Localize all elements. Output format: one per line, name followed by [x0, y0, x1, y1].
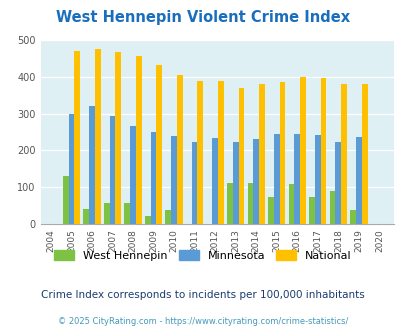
Bar [273, 134, 279, 224]
Bar [83, 209, 89, 224]
Bar [288, 184, 294, 224]
Bar [247, 182, 253, 224]
Bar [314, 135, 320, 224]
Bar [177, 75, 182, 224]
Text: Crime Index corresponds to incidents per 100,000 inhabitants: Crime Index corresponds to incidents per… [41, 290, 364, 300]
Bar [279, 82, 285, 224]
Bar [232, 142, 238, 224]
Bar [212, 138, 217, 224]
Bar [299, 77, 305, 224]
Bar [63, 176, 68, 224]
Bar [361, 83, 367, 224]
Bar [191, 142, 197, 224]
Bar [309, 197, 314, 224]
Bar [95, 49, 100, 224]
Bar [89, 106, 95, 224]
Bar [197, 81, 203, 224]
Legend: West Hennepin, Minnesota, National: West Hennepin, Minnesota, National [50, 246, 355, 265]
Bar [341, 83, 346, 224]
Bar [294, 134, 299, 224]
Bar [258, 84, 264, 224]
Bar [74, 51, 80, 224]
Bar [329, 191, 335, 224]
Bar [130, 126, 136, 224]
Bar [253, 139, 258, 224]
Bar [335, 142, 341, 224]
Bar [124, 203, 130, 224]
Bar [171, 136, 177, 224]
Bar [109, 116, 115, 224]
Bar [165, 210, 171, 224]
Bar [350, 210, 355, 224]
Text: © 2025 CityRating.com - https://www.cityrating.com/crime-statistics/: © 2025 CityRating.com - https://www.city… [58, 317, 347, 326]
Bar [355, 137, 361, 224]
Bar [145, 216, 150, 224]
Bar [115, 52, 121, 224]
Bar [104, 203, 109, 224]
Bar [320, 79, 326, 224]
Bar [226, 182, 232, 224]
Bar [68, 114, 74, 224]
Bar [217, 81, 223, 224]
Bar [150, 132, 156, 224]
Bar [267, 197, 273, 224]
Bar [156, 65, 162, 224]
Bar [238, 88, 244, 224]
Bar [136, 56, 141, 224]
Text: West Hennepin Violent Crime Index: West Hennepin Violent Crime Index [56, 10, 349, 25]
